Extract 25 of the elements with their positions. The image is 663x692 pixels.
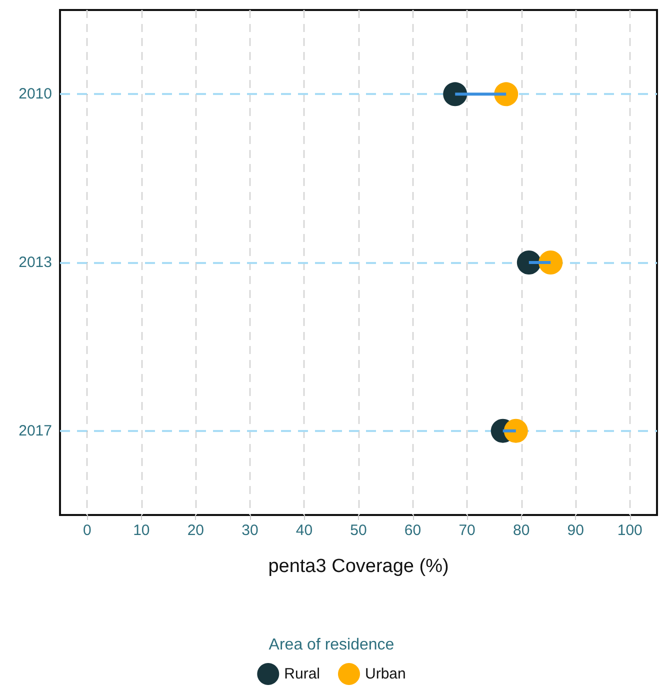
x-tick-label: 100 bbox=[617, 522, 642, 539]
x-tick-label: 60 bbox=[404, 522, 422, 539]
x-tick-label: 0 bbox=[82, 522, 92, 539]
y-tick-label: 2017 bbox=[18, 422, 52, 440]
legend-title: Area of residence bbox=[268, 636, 394, 654]
x-tick-label: 70 bbox=[458, 522, 476, 539]
x-tick-label: 90 bbox=[567, 522, 584, 539]
x-tick-label: 20 bbox=[187, 522, 204, 539]
x-tick-label: 30 bbox=[242, 522, 258, 539]
x-tick-label: 40 bbox=[296, 522, 313, 539]
point bbox=[504, 418, 528, 443]
x-axis-title: penta3 Coverage (%) bbox=[268, 556, 449, 577]
legend-label: Urban bbox=[364, 666, 406, 682]
bar bbox=[455, 92, 506, 96]
bar bbox=[502, 429, 516, 432]
point bbox=[443, 82, 468, 106]
x-tick-label: 50 bbox=[350, 522, 367, 539]
y-tick-label: 2010 bbox=[18, 86, 52, 103]
x-tick-label: 80 bbox=[512, 522, 530, 539]
bar bbox=[528, 261, 551, 264]
point bbox=[538, 250, 563, 274]
legend-label: Rural bbox=[284, 666, 320, 682]
x-tick-label: 10 bbox=[133, 522, 150, 539]
point bbox=[494, 82, 518, 106]
y-tick-label: 2013 bbox=[18, 254, 52, 271]
